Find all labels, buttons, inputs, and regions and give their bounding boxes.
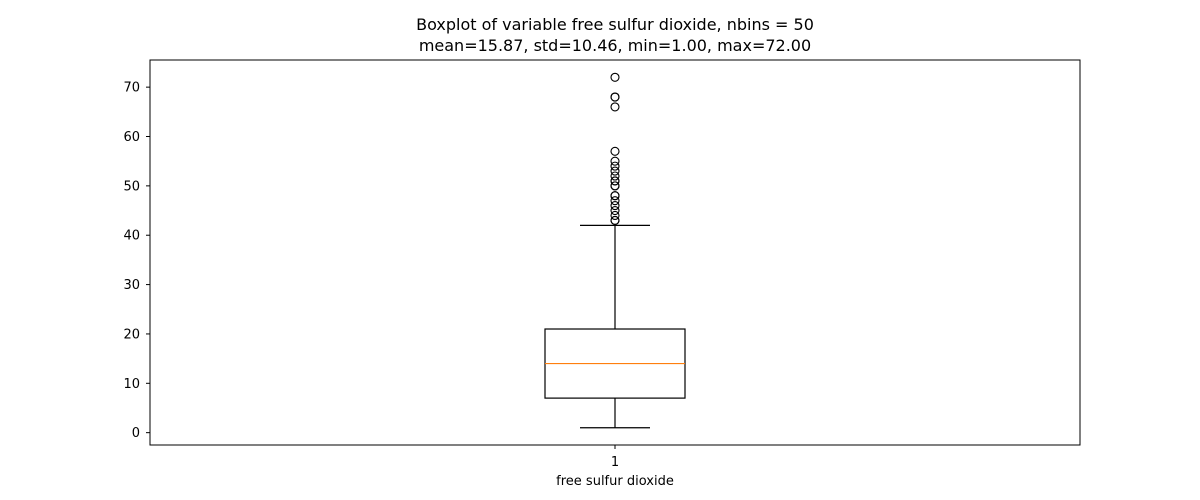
outlier-point bbox=[610, 181, 620, 191]
y-tick-label: 10 bbox=[123, 377, 140, 392]
x-tick-label: 1 bbox=[611, 455, 619, 470]
outlier-point bbox=[610, 201, 620, 211]
y-axis: 0 10 20 30 40 50 60 70 bbox=[123, 81, 150, 441]
y-tick-label: 40 bbox=[123, 229, 140, 244]
y-tick-label: 70 bbox=[123, 81, 140, 96]
outlier-point bbox=[610, 72, 620, 82]
chart-subtitle: mean=15.87, std=10.46, min=1.00, max=72.… bbox=[419, 36, 811, 55]
outlier-point bbox=[610, 215, 620, 225]
outlier-point bbox=[610, 92, 620, 102]
y-tick-label: 60 bbox=[123, 130, 140, 145]
y-tick-label: 30 bbox=[123, 278, 140, 293]
y-tick-label: 50 bbox=[123, 179, 140, 194]
outlier-point bbox=[610, 161, 620, 171]
boxplot bbox=[544, 72, 686, 429]
chart-title: Boxplot of variable free sulfur dioxide,… bbox=[416, 15, 814, 34]
outlier-point bbox=[610, 102, 620, 112]
outlier-point bbox=[610, 146, 620, 156]
x-axis-label: free sulfur dioxide bbox=[556, 474, 674, 489]
outlier-point bbox=[610, 156, 620, 166]
outlier-point bbox=[610, 176, 620, 186]
outlier-point bbox=[610, 171, 620, 181]
outlier-point bbox=[610, 205, 620, 216]
y-tick-label: 0 bbox=[132, 426, 140, 441]
outliers bbox=[610, 72, 620, 225]
outlier-point bbox=[610, 166, 620, 176]
outlier-point bbox=[610, 210, 620, 221]
plot-area-frame bbox=[149, 59, 1081, 446]
x-axis: 1 bbox=[611, 445, 619, 470]
outlier-point bbox=[610, 196, 620, 206]
outlier-point bbox=[610, 191, 620, 201]
y-tick-label: 20 bbox=[123, 327, 140, 342]
